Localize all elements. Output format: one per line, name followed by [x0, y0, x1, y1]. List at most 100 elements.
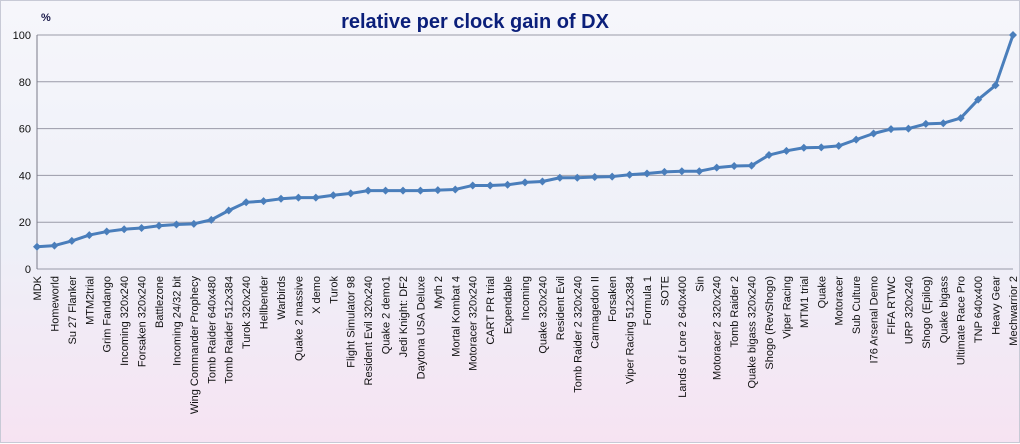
y-tick-label: 0 — [25, 264, 31, 276]
x-tick-label: Turok 320x240 — [241, 276, 253, 349]
x-tick-label: Incoming 320x240 — [119, 276, 131, 366]
y-tick-label: 100 — [13, 30, 31, 42]
data-point — [921, 119, 930, 128]
data-point — [399, 186, 407, 195]
data-point — [294, 193, 303, 202]
data-point — [189, 219, 198, 228]
data-point — [974, 95, 983, 104]
y-tick-label: 80 — [19, 77, 31, 89]
x-tick-label: Formula 1 — [642, 276, 654, 326]
x-tick-label: FIFA RTWC — [886, 276, 898, 335]
data-point — [329, 191, 338, 200]
y-tick-label: 60 — [19, 124, 31, 136]
x-tick-label: Sin — [694, 276, 706, 292]
x-tick-label: Motoracer 320x240 — [468, 276, 480, 371]
data-point — [85, 231, 94, 240]
series-line — [36, 34, 1015, 249]
data-point — [712, 163, 721, 172]
x-tick-label: Wing Commander Prophecy — [189, 276, 201, 415]
x-tick-label: Incoming 24/32 bit — [171, 276, 183, 366]
x-tick-label: Mechwarrior 2 — [1008, 276, 1020, 346]
x-tick-label: Quake 2 demo1 — [381, 276, 393, 354]
data-point — [869, 129, 878, 138]
data-point — [573, 173, 582, 182]
data-point — [939, 119, 948, 128]
x-tick-label: Jedi Knight: DF2 — [398, 276, 410, 357]
x-tick-label: Battlezone — [154, 276, 166, 328]
x-tick-label: Lands of Lore 2 640x400 — [677, 276, 689, 398]
x-tick-label: Forsaken — [607, 276, 619, 322]
data-point — [346, 189, 355, 198]
data-point — [311, 193, 320, 202]
data-point — [956, 114, 965, 123]
data-point — [155, 221, 163, 230]
x-tick-label: Forsaken 320x240 — [137, 276, 149, 367]
data-point — [50, 241, 59, 250]
x-tick-label: Heavy Gear — [991, 276, 1003, 335]
x-tick-label: Tomb Raider 512x384 — [224, 276, 236, 384]
data-point — [433, 186, 442, 195]
x-tick-label: Daytona USA Deluxe — [415, 276, 427, 379]
data-point — [555, 173, 564, 182]
data-point — [33, 242, 41, 251]
x-tick-label: Mortal Kombat 4 — [450, 276, 462, 357]
x-tick-label: Motoracer — [834, 276, 846, 326]
data-point — [102, 227, 111, 236]
data-point — [887, 125, 895, 134]
data-point — [1009, 31, 1017, 39]
x-tick-label: Quake 2 massive — [293, 276, 305, 361]
data-point — [799, 143, 808, 152]
x-tick-label: Quake bigass — [938, 276, 950, 344]
data-point — [590, 173, 599, 182]
x-tick-label: MDK — [32, 275, 44, 300]
x-tick-label: Tomb Raider 2 — [729, 276, 741, 348]
x-tick-label: X demo — [311, 276, 323, 314]
x-tick-label: TNP 640x400 — [973, 276, 985, 343]
data-point — [486, 181, 495, 190]
x-tick-label: URP 320x240 — [903, 276, 915, 344]
x-tick-label: MTM2trial — [84, 276, 96, 325]
data-point — [503, 180, 512, 189]
data-point — [207, 215, 216, 224]
data-point — [224, 206, 233, 215]
x-tick-label: Shogo (RevShogo) — [764, 276, 776, 370]
y-tick-label: 40 — [19, 170, 31, 182]
x-tick-label: Quake 320x240 — [537, 276, 549, 354]
x-tick-label: Resident Evil — [555, 276, 567, 340]
x-tick-labels: MDK Homeworld Su 27 Flanker MTM2trial Grim F… — [32, 275, 1020, 414]
data-point — [904, 124, 913, 133]
data-point — [695, 167, 704, 176]
x-tick-label: Carmagedon II — [590, 276, 602, 349]
x-tick-label: Flight Simulator 98 — [346, 276, 358, 368]
x-tick-label: Shogo (Epilog) — [921, 276, 933, 349]
x-tick-label: Incoming — [520, 276, 532, 321]
x-tick-label: Hellbender — [259, 276, 271, 330]
data-point — [782, 146, 791, 155]
data-point — [677, 167, 686, 176]
data-point — [137, 224, 146, 233]
data-point — [416, 186, 425, 195]
data-point — [730, 162, 739, 171]
data-point — [538, 177, 547, 186]
x-tick-label: CART PR trial — [485, 276, 497, 345]
x-tick-label: Quake bigass 320x240 — [747, 276, 759, 389]
x-tick-label: Motoracer 2 320x240 — [712, 276, 724, 380]
x-tick-label: SOTE — [659, 276, 671, 306]
x-tick-label: Grim Fandango — [102, 276, 114, 352]
data-point — [625, 170, 634, 179]
data-point — [172, 220, 181, 229]
data-point — [67, 236, 76, 245]
grid-layer — [37, 34, 1013, 270]
x-tick-label: Tomb Raider 2 320x240 — [572, 276, 584, 393]
x-tick-label: Warbirds — [276, 276, 288, 320]
data-point — [120, 225, 129, 234]
x-tick-label: Homeworld — [49, 276, 61, 332]
y-tick-label: 20 — [19, 217, 31, 229]
x-tick-label: Su 27 Flanker — [67, 276, 79, 345]
series-layer — [33, 31, 1017, 251]
data-point — [381, 186, 390, 195]
data-point — [521, 178, 529, 187]
data-point — [259, 197, 268, 206]
